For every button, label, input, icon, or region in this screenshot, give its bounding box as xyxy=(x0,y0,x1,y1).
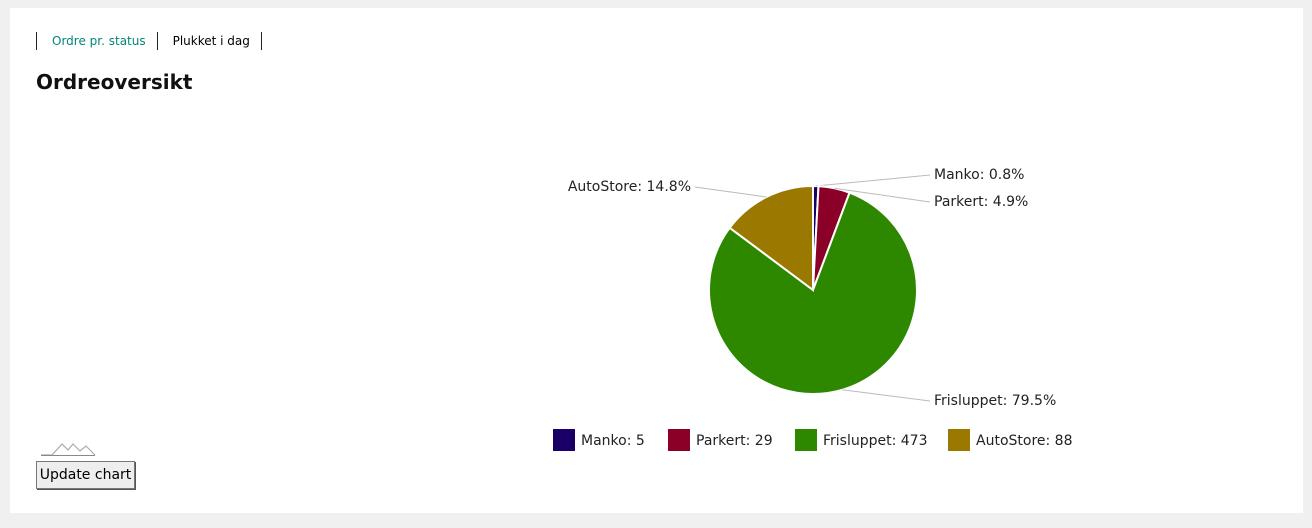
update-button[interactable]: Update chart xyxy=(36,461,135,489)
slice-label: Manko: 0.8% xyxy=(934,167,1024,183)
chart-icon xyxy=(41,443,96,456)
slice-label: Frisluppet: 79.5% xyxy=(934,393,1056,409)
panel: Ordre pr. status Plukket i dag Ordreover… xyxy=(10,8,1303,513)
slice-label: AutoStore: 14.8% xyxy=(568,179,691,195)
leader-line xyxy=(842,389,931,402)
legend-label: Manko: 5 xyxy=(581,433,645,449)
legend-label: Frisluppet: 473 xyxy=(823,433,928,449)
legend-swatch xyxy=(795,429,817,451)
slice-label: Parkert: 4.9% xyxy=(934,194,1028,210)
legend-swatch xyxy=(948,429,970,451)
leader-line xyxy=(815,174,931,187)
legend-label: AutoStore: 88 xyxy=(976,433,1073,449)
tab[interactable]: Ordre pr. status xyxy=(36,32,157,50)
heading: Ordreoversikt xyxy=(36,70,193,94)
tab[interactable]: Plukket i dag xyxy=(156,32,262,50)
tab-bar: Ordre pr. status Plukket i dag xyxy=(36,32,262,50)
leader-line xyxy=(694,186,767,198)
legend-swatch xyxy=(553,429,575,451)
legend-swatch xyxy=(668,429,690,451)
pie-slice xyxy=(708,191,918,395)
legend-label: Parkert: 29 xyxy=(696,433,773,449)
leader-line xyxy=(834,187,931,203)
